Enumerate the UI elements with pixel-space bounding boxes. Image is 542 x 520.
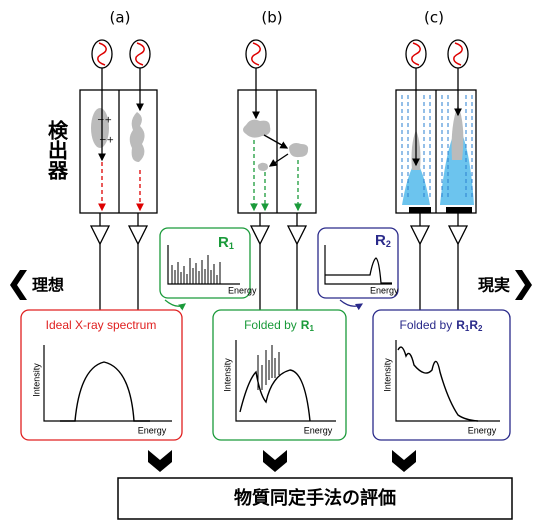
panel-symbol: R	[469, 318, 478, 332]
panel-symbol: R	[301, 318, 310, 332]
response-sub: 1	[229, 241, 234, 251]
detector-c	[396, 68, 476, 213]
panel-title: Ideal X-ray spectrum	[46, 318, 157, 332]
svg-text:−+: −+	[97, 116, 112, 126]
x-axis-label: Energy	[468, 425, 497, 435]
panel-title: Folded by	[244, 318, 297, 332]
y-axis-label: Intensity	[382, 358, 392, 392]
down-chevrons	[148, 450, 416, 472]
response-symbol: R	[375, 232, 386, 249]
x-axis-label: Energy	[138, 425, 167, 435]
connector	[165, 300, 185, 306]
ideal-label: 理想	[32, 276, 64, 295]
panel-symbol: R	[456, 318, 465, 332]
footer: 物質同定手法の評価	[234, 487, 396, 509]
panel-ideal: Ideal X-ray spectrum Intensity Energy	[21, 310, 182, 440]
panel-title: Folded by	[400, 318, 453, 332]
response-sub: 2	[386, 239, 391, 249]
detector-label: 検出器	[45, 119, 69, 181]
left-chevron	[10, 270, 27, 300]
panel-folded-r1: Folded by R1 Intensity Energy	[213, 310, 346, 440]
y-axis-label: Intensity	[222, 358, 232, 392]
diagram: (a) (b) (c) 検出器 −+ −+	[0, 0, 542, 520]
detector-a: −+ −+	[80, 68, 157, 213]
connector	[340, 300, 362, 306]
response-axis-label: Energy	[370, 285, 399, 295]
y-axis-label: Intensity	[31, 363, 41, 397]
x-axis-label: Energy	[304, 425, 333, 435]
panel-symbol-sub: 2	[478, 324, 483, 333]
response-r1: R1 Energy	[160, 228, 257, 298]
response-r2: R2 Energy	[318, 228, 399, 298]
svg-text:−+: −+	[99, 136, 114, 146]
column-label: (b)	[261, 9, 282, 27]
detector-b	[238, 68, 316, 213]
amplifiers	[91, 213, 467, 312]
sources	[92, 40, 468, 68]
panel-symbol-sub: 1	[309, 324, 314, 333]
column-label: (a)	[110, 9, 131, 27]
response-axis-label: Energy	[228, 285, 257, 295]
real-label: 現実	[478, 276, 510, 295]
right-chevron	[515, 270, 532, 300]
response-symbol: R	[218, 234, 229, 251]
column-label: (c)	[424, 9, 444, 27]
